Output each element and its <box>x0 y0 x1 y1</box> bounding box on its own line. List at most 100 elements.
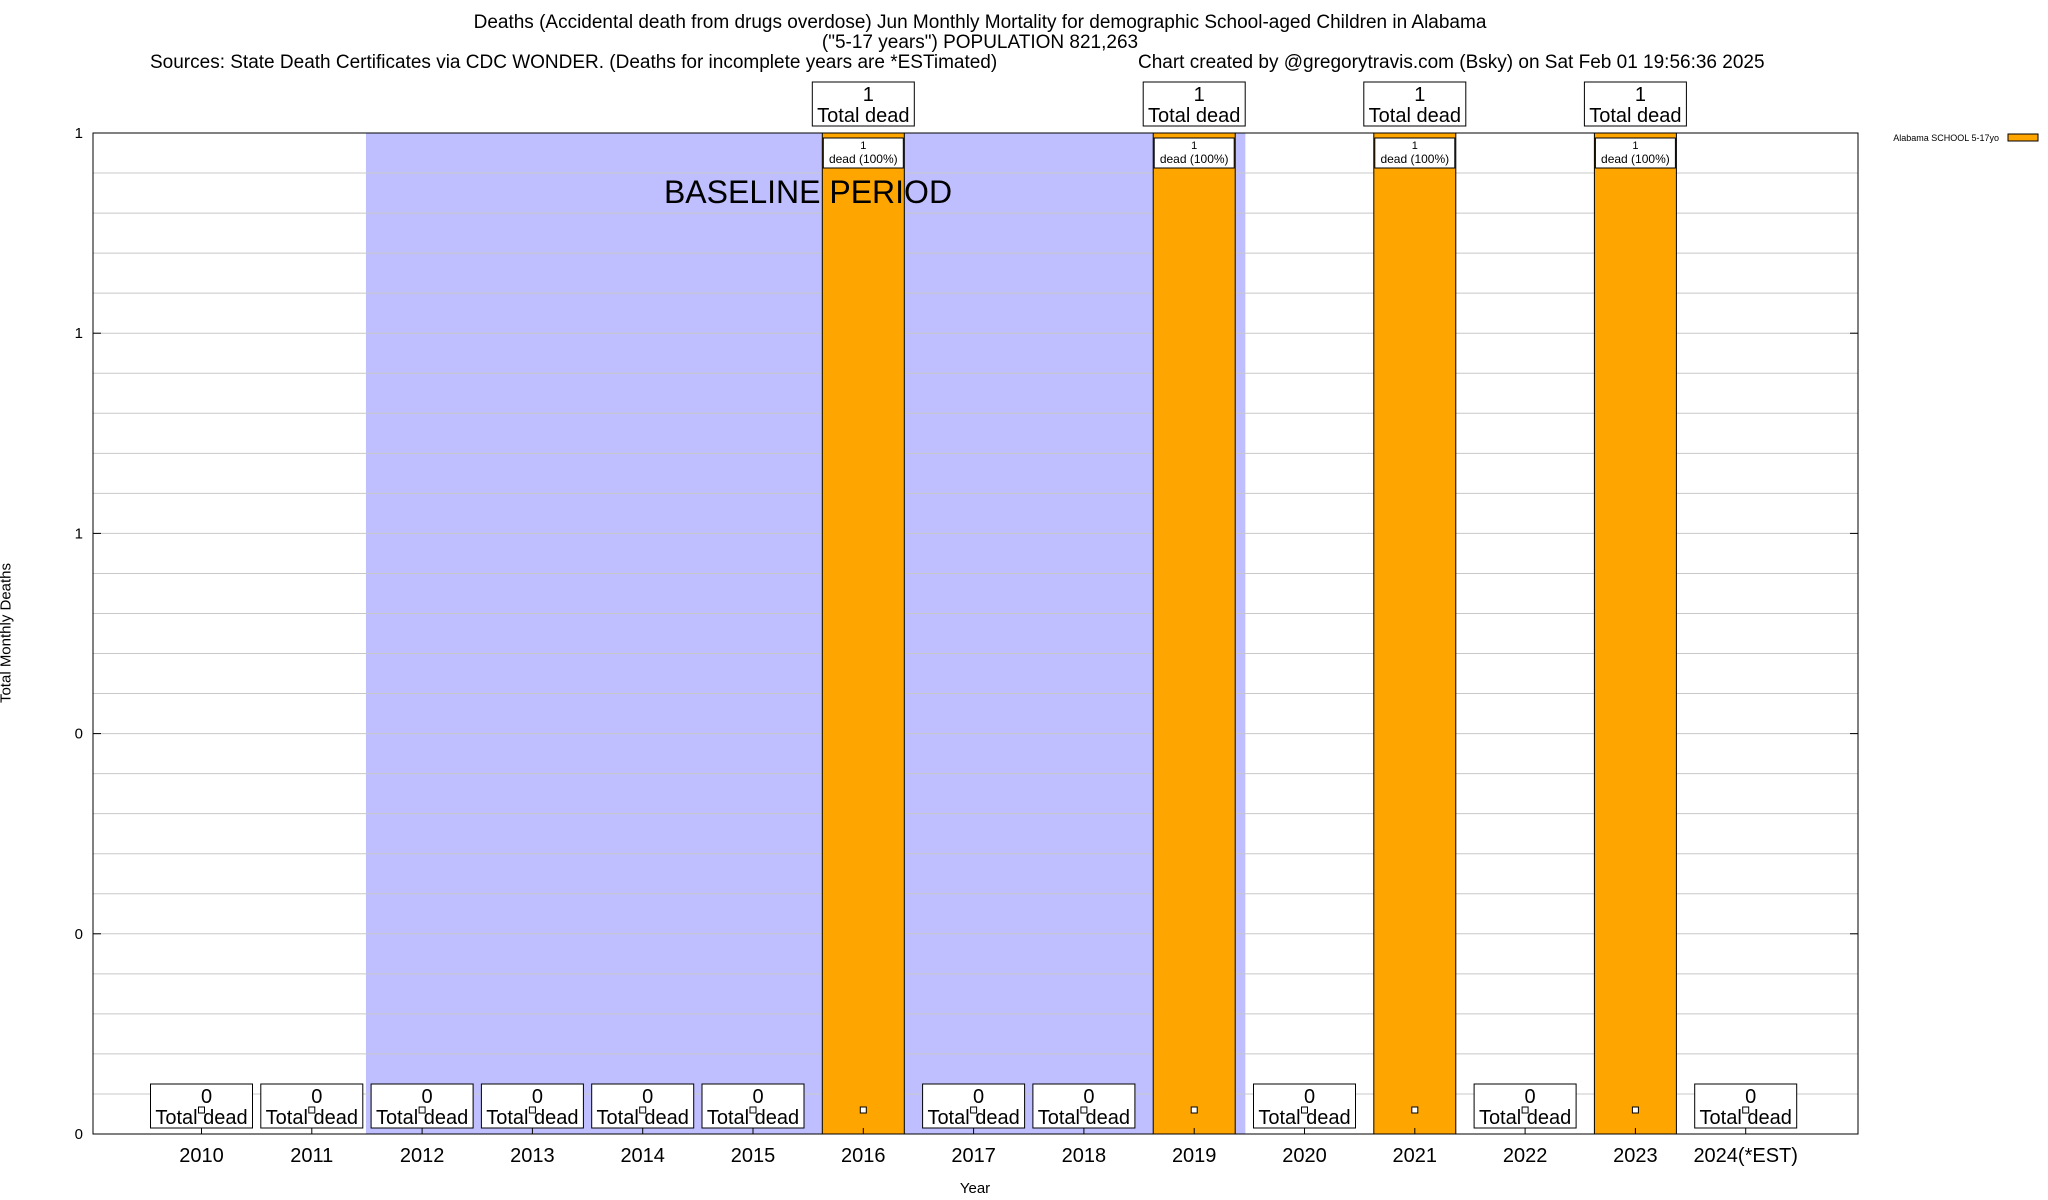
x-axis-label: Year <box>959 1180 991 1197</box>
chart-sources: Sources: State Death Certificates via CD… <box>150 52 998 73</box>
bar-label-box <box>1153 137 1235 169</box>
chart-credit: Chart created by @gregorytravis.com (Bsk… <box>1138 52 1765 73</box>
total-dead-text: Total dead <box>707 1107 799 1129</box>
y-tick-label: 1 <box>75 325 83 342</box>
x-marker <box>1742 1106 1750 1114</box>
baseline-period-label: BASELINE PERIOD <box>664 174 952 210</box>
x-marker <box>308 1106 316 1114</box>
x-tick-label: 2016 <box>841 1145 886 1167</box>
x-tick-label: 2019 <box>1172 1145 1217 1167</box>
x-marker <box>1301 1106 1308 1114</box>
bar-label-box <box>822 137 904 169</box>
total-dead-count: 0 <box>532 1086 543 1108</box>
bar <box>1373 132 1457 1135</box>
total-dead-count: 0 <box>1083 1086 1094 1108</box>
total-dead-count: 0 <box>422 1086 433 1108</box>
x-tick-label: 2018 <box>1062 1145 1107 1167</box>
legend-label: Alabama SCHOOL 5-17yo <box>1893 133 1999 143</box>
total-dead-text: Total dead <box>1148 105 1240 127</box>
x-tick-label: 2011 <box>290 1145 333 1167</box>
x-marker <box>1190 1106 1198 1114</box>
x-marker <box>418 1106 426 1114</box>
total-dead-box <box>701 1083 805 1129</box>
bar-label-text: dead (100%) <box>1380 152 1449 166</box>
total-dead-text: Total dead <box>1258 1107 1350 1129</box>
total-dead-count: 0 <box>1304 1086 1315 1108</box>
total-dead-count: 1 <box>863 84 874 106</box>
x-tick-label: 2022 <box>1503 1145 1548 1167</box>
total-dead-text: Total dead <box>927 1107 1019 1129</box>
total-dead-text: Total dead <box>266 1107 358 1129</box>
bar <box>821 132 905 1135</box>
x-marker <box>749 1106 757 1114</box>
total-dead-box <box>1032 1083 1136 1129</box>
x-tick-label: 2013 <box>510 1145 555 1167</box>
bar-label-count: 1 <box>1632 140 1638 152</box>
bar <box>1593 132 1677 1135</box>
x-marker <box>1521 1106 1529 1114</box>
y-tick-label: 0 <box>75 726 83 743</box>
total-dead-box <box>1142 81 1246 127</box>
total-dead-text: Total dead <box>1589 105 1681 127</box>
x-marker <box>639 1106 647 1114</box>
total-dead-count: 0 <box>311 1086 322 1108</box>
total-dead-count: 0 <box>1525 1086 1536 1108</box>
total-dead-text: Total dead <box>1038 1107 1130 1129</box>
total-dead-text: Total dead <box>597 1107 689 1129</box>
x-tick-label: 2012 <box>400 1145 445 1167</box>
total-dead-text: Total dead <box>376 1107 468 1129</box>
bar-label-text: dead (100%) <box>1601 152 1670 166</box>
x-tick-label: 2020 <box>1282 1145 1327 1167</box>
total-dead-box <box>1694 1083 1798 1129</box>
y-tick-label: 0 <box>75 926 83 943</box>
total-dead-box <box>1253 1083 1356 1129</box>
total-dead-count: 1 <box>1414 84 1425 106</box>
total-dead-box <box>1473 1083 1577 1129</box>
total-dead-box <box>370 1083 474 1129</box>
y-tick-label: 1 <box>75 525 83 542</box>
x-marker <box>859 1106 867 1114</box>
total-dead-count: 1 <box>1194 84 1205 106</box>
chart-title: Deaths (Accidental death from drugs over… <box>473 12 1487 33</box>
bar-label-count: 1 <box>1191 140 1197 152</box>
total-dead-text: Total dead <box>486 1107 578 1129</box>
total-dead-box <box>1363 81 1467 127</box>
total-dead-box <box>922 1083 1026 1129</box>
x-tick-label: 2017 <box>951 1145 996 1167</box>
x-marker <box>1631 1106 1639 1114</box>
total-dead-count: 0 <box>642 1086 653 1108</box>
total-dead-count: 0 <box>1745 1086 1756 1108</box>
chart-subtitle: ("5-17 years") POPULATION 821,263 <box>821 32 1139 53</box>
x-tick-label: 2014 <box>620 1145 665 1167</box>
bar <box>1152 132 1236 1135</box>
plot-border <box>92 132 1859 1135</box>
bar-label-count: 1 <box>1412 140 1418 152</box>
legend-swatch <box>2007 133 2039 142</box>
bar-label-count: 1 <box>860 140 866 152</box>
total-dead-box <box>1583 81 1687 127</box>
total-dead-count: 0 <box>973 1086 984 1108</box>
total-dead-box <box>480 1083 584 1129</box>
total-dead-text: Total dead <box>1479 1107 1571 1129</box>
bar-label-box <box>1594 137 1676 169</box>
x-tick-label: 2015 <box>731 1145 776 1167</box>
x-marker <box>1080 1106 1088 1114</box>
x-marker <box>528 1106 536 1114</box>
y-tick-label: 1 <box>75 125 83 142</box>
total-dead-count: 0 <box>201 1086 212 1108</box>
x-marker <box>1411 1106 1419 1114</box>
total-dead-box <box>591 1083 695 1129</box>
total-dead-box <box>150 1083 253 1129</box>
baseline-period-band <box>365 133 1246 1134</box>
total-dead-text: Total dead <box>817 105 909 127</box>
bar-label-text: dead (100%) <box>1160 152 1229 166</box>
x-marker <box>970 1106 978 1114</box>
total-dead-count: 0 <box>752 1086 763 1108</box>
total-dead-box <box>260 1083 364 1129</box>
y-tick-label: 0 <box>75 1126 83 1143</box>
bar-label-text: dead (100%) <box>829 152 898 166</box>
total-dead-text: Total dead <box>155 1107 247 1129</box>
total-dead-box <box>811 81 915 127</box>
x-tick-label: 2024(*EST) <box>1693 1145 1798 1167</box>
